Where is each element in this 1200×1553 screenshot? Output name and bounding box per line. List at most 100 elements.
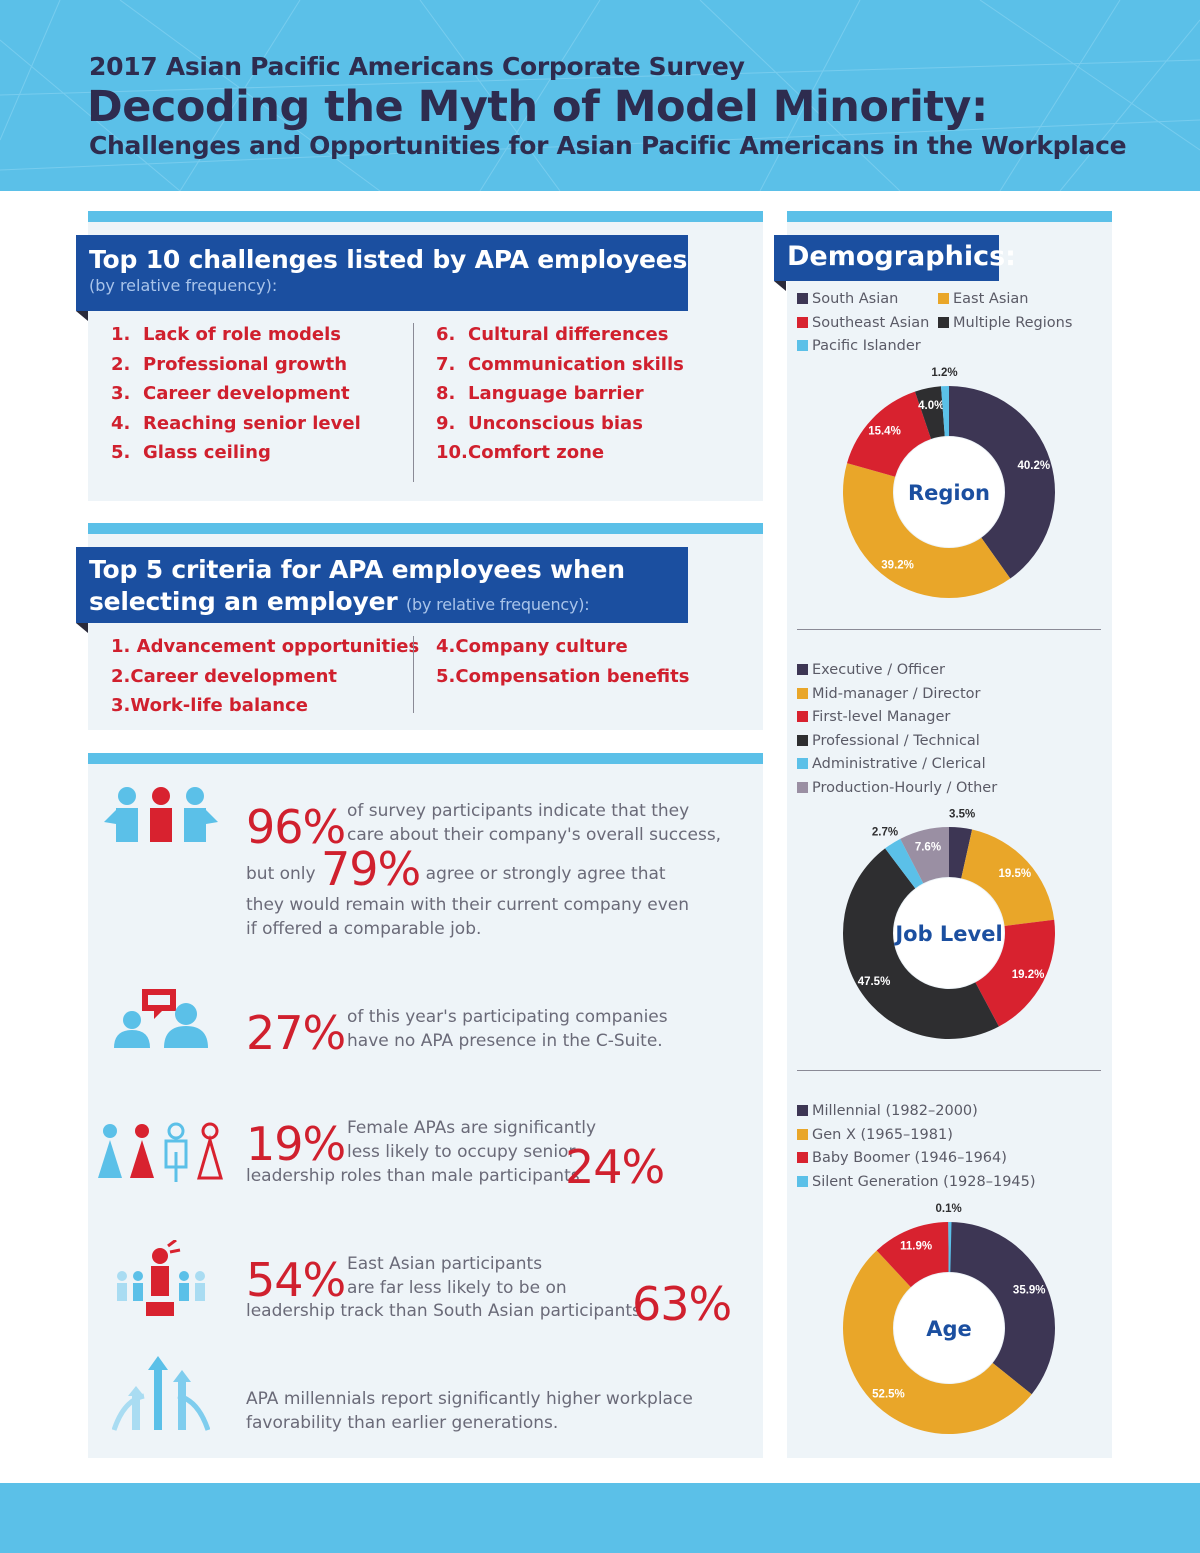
stat-text: but only: [246, 864, 316, 884]
legend-label: Southeast Asian: [812, 315, 930, 331]
list-num: 4.: [436, 636, 456, 657]
list-num: 3.: [111, 695, 131, 716]
leader-podium-icon: [117, 1240, 205, 1316]
donut-slice: [949, 386, 1055, 579]
chart-title: Region: [908, 481, 990, 505]
growth-arrows-icon: [112, 1356, 210, 1431]
slice-label: 40.2%: [1018, 460, 1051, 472]
donut-slice: [843, 463, 1011, 598]
criteria-note: (by relative frequency):: [406, 595, 590, 614]
list-label: Career development: [130, 665, 338, 687]
list-item: 4.Company culture: [436, 632, 689, 662]
slice-label: 1.2%: [931, 367, 957, 379]
challenges-list-left: 1. Lack of role models 2. Professional gro…: [111, 320, 361, 468]
legend-item: Pacific Islander: [797, 338, 921, 354]
legend-swatch: [797, 340, 808, 351]
challenges-list-right: 6. Cultural differences 7. Communication s…: [436, 320, 684, 468]
slice-label: 0.1%: [936, 1203, 962, 1215]
list-num: 2.: [111, 353, 131, 375]
slice-label: 11.9%: [900, 1240, 932, 1252]
page-title: Decoding the Myth of Model Minority:: [87, 82, 988, 132]
criteria-title-line2: selecting an employer: [89, 587, 398, 616]
network-pattern: [0, 0, 1200, 191]
stat-text: favorability than earlier generations.: [246, 1413, 559, 1433]
stat-text: Female APAs are significantly: [347, 1118, 597, 1138]
stat-54-percent: 54%: [246, 1253, 346, 1307]
donut-slice: [900, 827, 949, 884]
list-item: 6. Cultural differences: [436, 320, 684, 350]
legend-item: Southeast Asian: [797, 315, 929, 331]
donut-slice: [885, 838, 924, 889]
list-divider: [413, 323, 414, 482]
donut-slice: [949, 1222, 1055, 1395]
legend-label: Mid-manager / Director: [812, 686, 981, 702]
donut-hole: [894, 1273, 1004, 1383]
legend-item: Millennial (1982–2000): [797, 1103, 978, 1119]
list-label: Work-life balance: [130, 695, 308, 716]
list-num: 6.: [436, 324, 456, 345]
legend-label: Millennial (1982–2000): [812, 1103, 978, 1119]
list-label: Advancement opportunities: [136, 636, 420, 657]
legend-swatch: [797, 1152, 808, 1163]
slice-label: 15.4%: [868, 426, 901, 438]
slice-label: 39.2%: [881, 560, 914, 572]
list-label: Cultural differences: [468, 324, 669, 345]
slice-label: 35.9%: [1013, 1284, 1046, 1296]
legend-item: Production-Hourly / Other: [797, 780, 997, 796]
donut-slice: [842, 848, 999, 1040]
legend-item: South Asian: [797, 291, 898, 307]
list-label: Professional growth: [143, 353, 348, 375]
stat-96-percent: 96%: [246, 800, 346, 854]
legend-swatch: [797, 758, 808, 769]
legend-item: Silent Generation (1928–1945): [797, 1174, 1036, 1190]
donut-slice: [843, 1250, 1032, 1434]
list-item: 8. Language barrier: [436, 379, 684, 409]
list-num: 1.: [111, 636, 131, 657]
legend-label: South Asian: [812, 291, 899, 307]
list-item: 1. Lack of role models: [111, 320, 361, 350]
stat-text: of survey participants indicate that the…: [347, 801, 690, 821]
list-item: 2. Professional growth: [111, 350, 361, 380]
stat-19-percent: 19%: [246, 1117, 346, 1171]
list-item: 3. Career development: [111, 379, 361, 409]
stat-text: leadership track than South Asian partic…: [246, 1301, 641, 1321]
legend-label: Multiple Regions: [953, 315, 1073, 331]
list-item: 10.Comfort zone: [436, 438, 684, 468]
legend-label: Baby Boomer (1946–1964): [812, 1150, 1007, 1166]
list-label: Company culture: [455, 636, 628, 657]
list-item: 1. Advancement opportunities: [111, 632, 419, 662]
section-divider-bar: [88, 211, 763, 222]
legend-item: Gen X (1965–1981): [797, 1127, 953, 1143]
stat-text: East Asian participants: [347, 1254, 543, 1274]
stat-text: agree or strongly agree that: [425, 864, 666, 884]
legend-swatch: [797, 293, 808, 304]
legend-label: Production-Hourly / Other: [812, 780, 998, 796]
list-item: 2.Career development: [111, 662, 419, 692]
job-level-donut-chart: 3.5% 19.5% 19.2% 47.5% 2.7% 7.6% Job Level: [842, 809, 1055, 1040]
list-label: Glass ceiling: [143, 442, 271, 463]
list-label: Career development: [143, 383, 350, 404]
criteria-list-left: 1. Advancement opportunities 2.Career de…: [111, 632, 419, 721]
donut-hole: [894, 437, 1004, 547]
slice-label: 47.5%: [858, 976, 891, 988]
donut-slice: [876, 1222, 949, 1288]
header-banner: 2017 Asian Pacific Americans Corporate S…: [0, 0, 1200, 191]
legend-item: Professional / Technical: [797, 733, 980, 749]
list-label: Language barrier: [468, 383, 644, 404]
list-num: 5.: [436, 665, 456, 687]
stat-27-percent: 27%: [246, 1006, 346, 1060]
list-item: 5. Glass ceiling: [111, 438, 361, 468]
list-label: Comfort zone: [468, 442, 605, 463]
chart-title: Age: [926, 1317, 972, 1341]
list-num: 5.: [111, 442, 131, 463]
age-donut-chart: 35.9% 52.5% 11.9% 0.1% Age: [843, 1203, 1055, 1434]
slice-label: 7.6%: [915, 842, 941, 854]
challenges-note: (by relative frequency):: [89, 276, 278, 295]
survey-subtitle: 2017 Asian Pacific Americans Corporate S…: [89, 52, 745, 81]
legend-label: Gen X (1965–1981): [812, 1127, 953, 1143]
legend-swatch: [797, 1105, 808, 1116]
list-item: 9. Unconscious bias: [436, 409, 684, 439]
banner-fold: [76, 623, 88, 633]
stat-text: care about their company's overall succe…: [347, 825, 722, 845]
legend-swatch: [797, 664, 808, 675]
